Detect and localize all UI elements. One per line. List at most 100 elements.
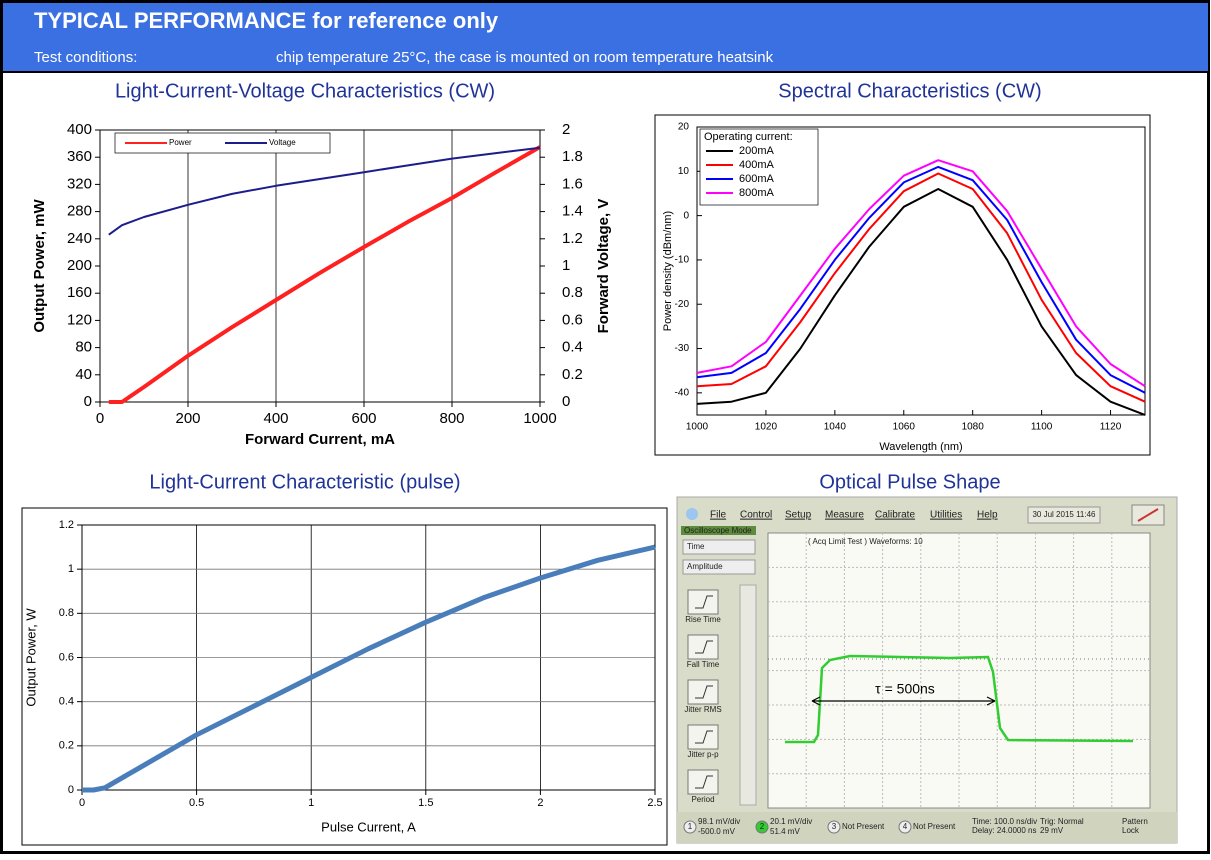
x-tick-label: 1100 <box>1031 422 1053 433</box>
y-tick-label: 0.2 <box>59 740 74 752</box>
x-tick-label: 1080 <box>962 422 985 433</box>
y-tick-label: 10 <box>678 166 690 177</box>
y-tick-label: 1.2 <box>59 519 74 531</box>
measure-button[interactable] <box>688 725 718 749</box>
x-tick-label: 2 <box>537 797 543 809</box>
x-tick-label: 1000 <box>686 422 709 433</box>
datasheet-page: TYPICAL PERFORMANCE for reference only T… <box>0 0 1211 855</box>
timebase-text: Time: 100.0 ns/div <box>972 817 1037 826</box>
channel-offset: 51.4 mV <box>770 827 800 836</box>
menu-item: Measure <box>825 510 864 521</box>
x-tick-label: 200 <box>175 410 200 427</box>
measure-button[interactable] <box>688 590 718 614</box>
x-tick-label: 0 <box>79 797 85 809</box>
y-tick-label: 360 <box>67 148 92 165</box>
channel-setting: Not Present <box>913 822 956 831</box>
legend-label: 800mA <box>739 187 775 199</box>
y-tick-label: -20 <box>675 299 690 310</box>
x-tick-label: 400 <box>263 410 288 427</box>
chart-title: Light-Current-Voltage Characteristics (C… <box>115 80 495 102</box>
y-tick-label: 240 <box>67 230 92 247</box>
y-tick-label: 160 <box>67 284 92 301</box>
y-tick-label: -10 <box>675 255 690 266</box>
y-tick-label: 0 <box>683 210 689 221</box>
menu-item: Control <box>740 510 772 521</box>
x-tick-label: 0.5 <box>189 797 204 809</box>
x-tick-label: 1120 <box>1100 422 1122 433</box>
button-label: Rise Time <box>685 615 721 624</box>
chart-title: Light-Current Characteristic (pulse) <box>149 471 460 493</box>
y-tick-label: 0 <box>84 393 92 410</box>
y-tick-label: 0.8 <box>59 607 74 619</box>
x-tick-label: 2.5 <box>647 797 662 809</box>
y2-tick-label: 0.6 <box>562 311 583 328</box>
y-tick-label: 280 <box>67 203 92 220</box>
button-label: Jitter RMS <box>684 705 721 714</box>
timebase-text: Delay: 24.0000 ns <box>972 826 1037 835</box>
y-tick-label: -30 <box>675 343 690 354</box>
channel-offset: -500.0 mV <box>698 827 736 836</box>
legend-label: 400mA <box>739 159 775 171</box>
measure-button[interactable] <box>688 680 718 704</box>
chart-title: Spectral Characteristics (CW) <box>778 80 1041 102</box>
conditions-label: Test conditions: <box>34 49 137 66</box>
conditions-text: chip temperature 25°C, the case is mount… <box>276 49 774 66</box>
legend-label: Voltage <box>269 138 296 147</box>
y-tick-label: 0 <box>68 784 74 796</box>
legend-label: 600mA <box>739 173 775 185</box>
menu-item: Utilities <box>930 510 962 521</box>
y-tick-label: 1 <box>68 563 74 575</box>
x-axis-label: Wavelength (nm) <box>879 441 962 453</box>
legend-label: Power <box>169 138 192 147</box>
x-tick-label: 0 <box>96 410 104 427</box>
y2-axis-label: Forward Voltage, V <box>595 199 612 334</box>
measure-button[interactable] <box>688 770 718 794</box>
mode-label: Oscilloscope Mode <box>684 526 752 535</box>
y-tick-label: -40 <box>675 387 690 398</box>
selector-label: Amplitude <box>687 562 723 571</box>
y2-tick-label: 1 <box>562 257 570 274</box>
channel-number: 2 <box>760 822 765 831</box>
y-tick-label: 400 <box>67 121 92 138</box>
channel-setting: 20.1 mV/div <box>770 817 812 826</box>
x-tick-label: 1020 <box>755 422 778 433</box>
button-label: Period <box>691 795 714 804</box>
header-title: TYPICAL PERFORMANCE for reference only <box>34 8 499 33</box>
screen-text: ( Acq Limit Test ) Waveforms: 10 <box>808 537 923 546</box>
channel-setting: Not Present <box>842 822 885 831</box>
legend-label: 200mA <box>739 145 775 157</box>
x-tick-label: 1060 <box>893 422 916 433</box>
x-tick-label: 1.5 <box>418 797 433 809</box>
y-tick-label: 320 <box>67 175 92 192</box>
measure-button[interactable] <box>688 635 718 659</box>
y2-tick-label: 0.2 <box>562 366 583 383</box>
channel-number: 3 <box>832 822 837 831</box>
channel-number: 4 <box>903 822 908 831</box>
panel-title: Optical Pulse Shape <box>819 471 1000 493</box>
date: 30 Jul 2015 11:46 <box>1032 510 1096 519</box>
pattern-text: Pattern <box>1122 817 1148 826</box>
y2-tick-label: 2 <box>562 121 570 138</box>
menu-item: Help <box>977 510 998 521</box>
y-tick-label: 120 <box>67 311 92 328</box>
y2-tick-label: 1.4 <box>562 203 583 220</box>
selector-label: Time <box>687 542 705 551</box>
button-label: Fall Time <box>687 660 720 669</box>
x-tick-label: 800 <box>439 410 464 427</box>
menu-item: Calibrate <box>875 510 915 521</box>
y-tick-label: 200 <box>67 257 92 274</box>
trigger-text: 29 mV <box>1040 826 1064 835</box>
menu-item: File <box>710 510 727 521</box>
y-axis-label: Output Power, mW <box>31 198 48 332</box>
y2-tick-label: 1.6 <box>562 175 583 192</box>
x-tick-label: 1000 <box>523 410 556 427</box>
y-tick-label: 0.6 <box>59 651 74 663</box>
legend-title: Operating current: <box>704 131 793 143</box>
scrollbar <box>740 585 756 805</box>
y-axis-label: Power density (dBm/nm) <box>662 211 674 331</box>
x-axis-label: Forward Current, mA <box>245 431 395 448</box>
channel-setting: 98.1 mV/div <box>698 817 740 826</box>
pattern-text: Lock <box>1122 826 1140 835</box>
y2-tick-label: 1.8 <box>562 148 583 165</box>
